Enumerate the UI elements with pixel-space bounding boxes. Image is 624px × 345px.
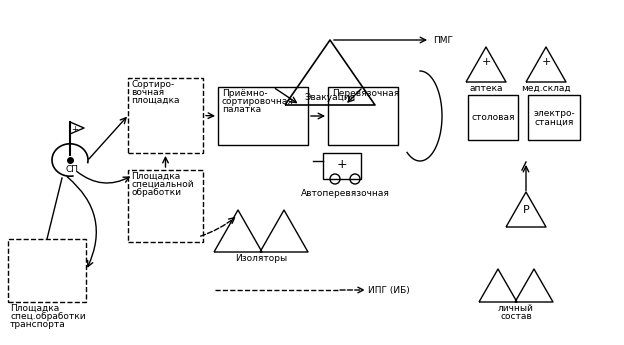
Bar	[528, 95, 580, 140]
Text: Р: Р	[523, 205, 529, 215]
Bar	[128, 78, 203, 153]
Bar	[323, 153, 361, 179]
Text: Автоперевязочная: Автоперевязочная	[301, 189, 389, 198]
Text: Сортиро-: Сортиро-	[131, 80, 174, 89]
Bar	[218, 87, 308, 145]
Text: сортировочная: сортировочная	[222, 97, 294, 106]
Text: специальной: специальной	[131, 180, 193, 189]
Bar	[128, 170, 203, 242]
Bar	[328, 87, 398, 145]
Bar	[8, 239, 86, 302]
Text: обработки: обработки	[131, 188, 181, 197]
Text: +: +	[72, 125, 79, 134]
Text: Площадка: Площадка	[10, 304, 59, 313]
Text: Площадка: Площадка	[131, 172, 180, 181]
Text: ПМГ: ПМГ	[433, 36, 453, 45]
Text: +: +	[481, 57, 490, 67]
Text: площадка: площадка	[131, 96, 180, 105]
Text: личный: личный	[498, 304, 534, 313]
Text: вочная: вочная	[131, 88, 164, 97]
Text: Эвакуация: Эвакуация	[305, 93, 356, 102]
Text: Перевязочная: Перевязочная	[332, 89, 399, 98]
Text: СП: СП	[66, 165, 79, 174]
Text: состав: состав	[500, 312, 532, 321]
Text: столовая: столовая	[471, 113, 515, 122]
Text: Приёмно-: Приёмно-	[222, 89, 268, 98]
Text: ИПГ (ИБ): ИПГ (ИБ)	[368, 286, 410, 295]
Text: аптека: аптека	[469, 84, 503, 93]
Text: электро-: электро-	[533, 109, 575, 118]
Text: транспорта: транспорта	[10, 320, 66, 329]
Text: +: +	[541, 57, 551, 67]
Text: +: +	[337, 158, 348, 170]
Text: Изоляторы: Изоляторы	[235, 254, 287, 263]
Text: станция: станция	[534, 118, 573, 127]
Text: спец.обработки: спец.обработки	[10, 312, 85, 321]
Bar	[468, 95, 518, 140]
Text: мед.склад: мед.склад	[521, 84, 571, 93]
Text: палатка: палатка	[222, 105, 261, 114]
